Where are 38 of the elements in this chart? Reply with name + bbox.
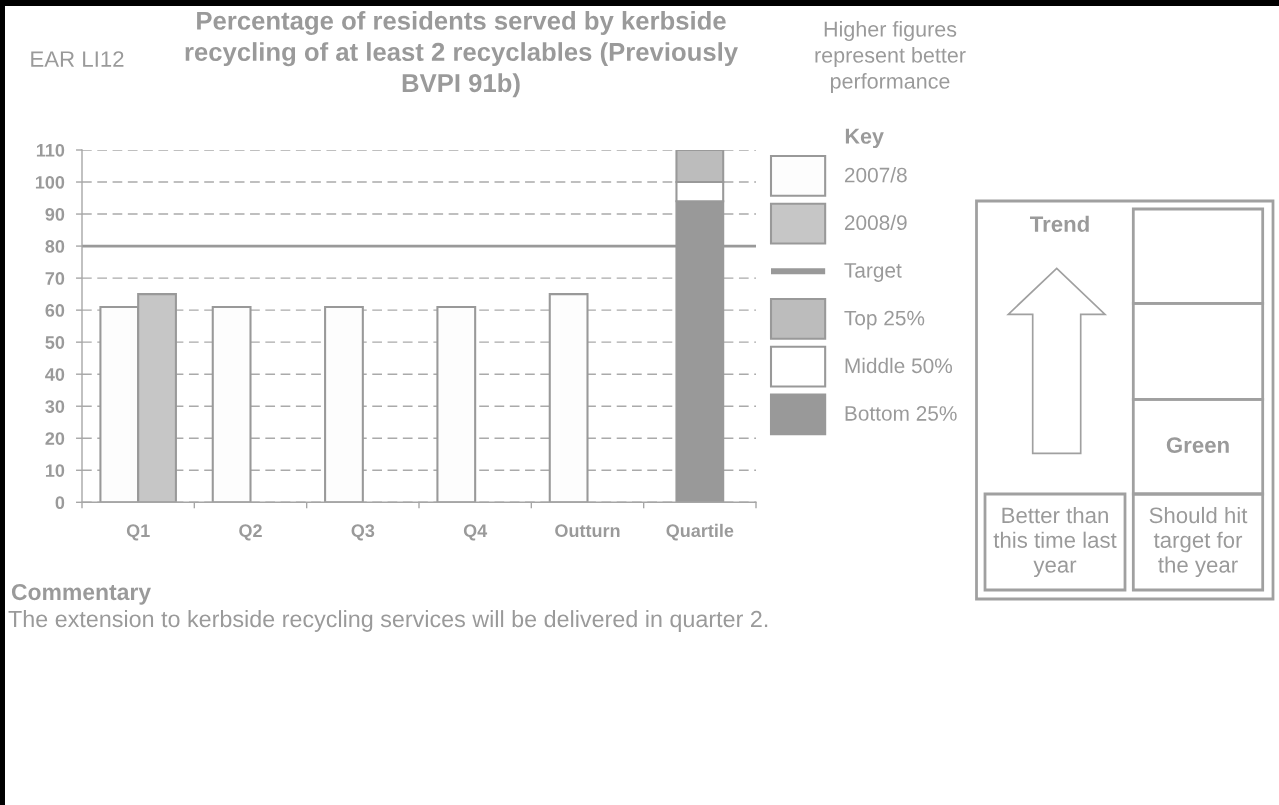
x-tick-label: Outturn: [555, 524, 620, 538]
text: Commentary: [11, 583, 151, 605]
y-tick-label: 40: [45, 368, 65, 381]
y-tick-label: 30: [45, 400, 65, 413]
y-tick-label: 0: [55, 496, 65, 510]
y-tick-label: 20: [45, 432, 65, 445]
y-tick-label: 110: [36, 143, 65, 157]
bar: [324, 305, 364, 503]
legend-label: 2007/8: [844, 167, 907, 183]
text: Should hit target for the year: [1149, 506, 1248, 578]
bar: [548, 293, 589, 503]
text: EAR LI12: [31, 51, 124, 67]
y-tick-label: 10: [45, 464, 65, 477]
text: Higher figures represent better performance: [815, 21, 966, 94]
legend-label: Middle 50%: [845, 357, 953, 374]
y-tick-label: 90: [45, 207, 65, 221]
x-tick-label: Quartile: [666, 523, 734, 541]
text: The extension to kerbside recycling services will be delivered in quarter 2.: [8, 610, 768, 632]
x-tick-label: Q3: [351, 524, 375, 541]
legend-title: Key: [845, 128, 884, 149]
legend-label: Top 25%: [844, 310, 925, 330]
legend-label: Bottom 25%: [845, 406, 957, 421]
legend-label: Target: [844, 263, 902, 282]
x-tick-label: Q1: [126, 524, 150, 541]
y-tick-label: 100: [35, 175, 65, 189]
x-tick-label: Q4: [463, 524, 488, 541]
y-tick-label: 80: [45, 240, 65, 253]
text: Trend: [1030, 215, 1089, 232]
chart-title: Percentage of residents served by kerbside recycling of at least 2 recyclables (Previously BVPI 91b): [185, 11, 738, 98]
bar: [436, 305, 477, 503]
y-tick-label: 50: [45, 336, 65, 349]
text: Better than this time last year: [993, 506, 1117, 578]
y-tick-label: 60: [45, 304, 65, 317]
text: Green: [1166, 437, 1229, 453]
x-tick-label: Q2: [239, 524, 262, 541]
legend-label: 2008/9: [844, 214, 907, 231]
bar: [211, 305, 252, 503]
y-tick-label: 70: [45, 272, 65, 285]
